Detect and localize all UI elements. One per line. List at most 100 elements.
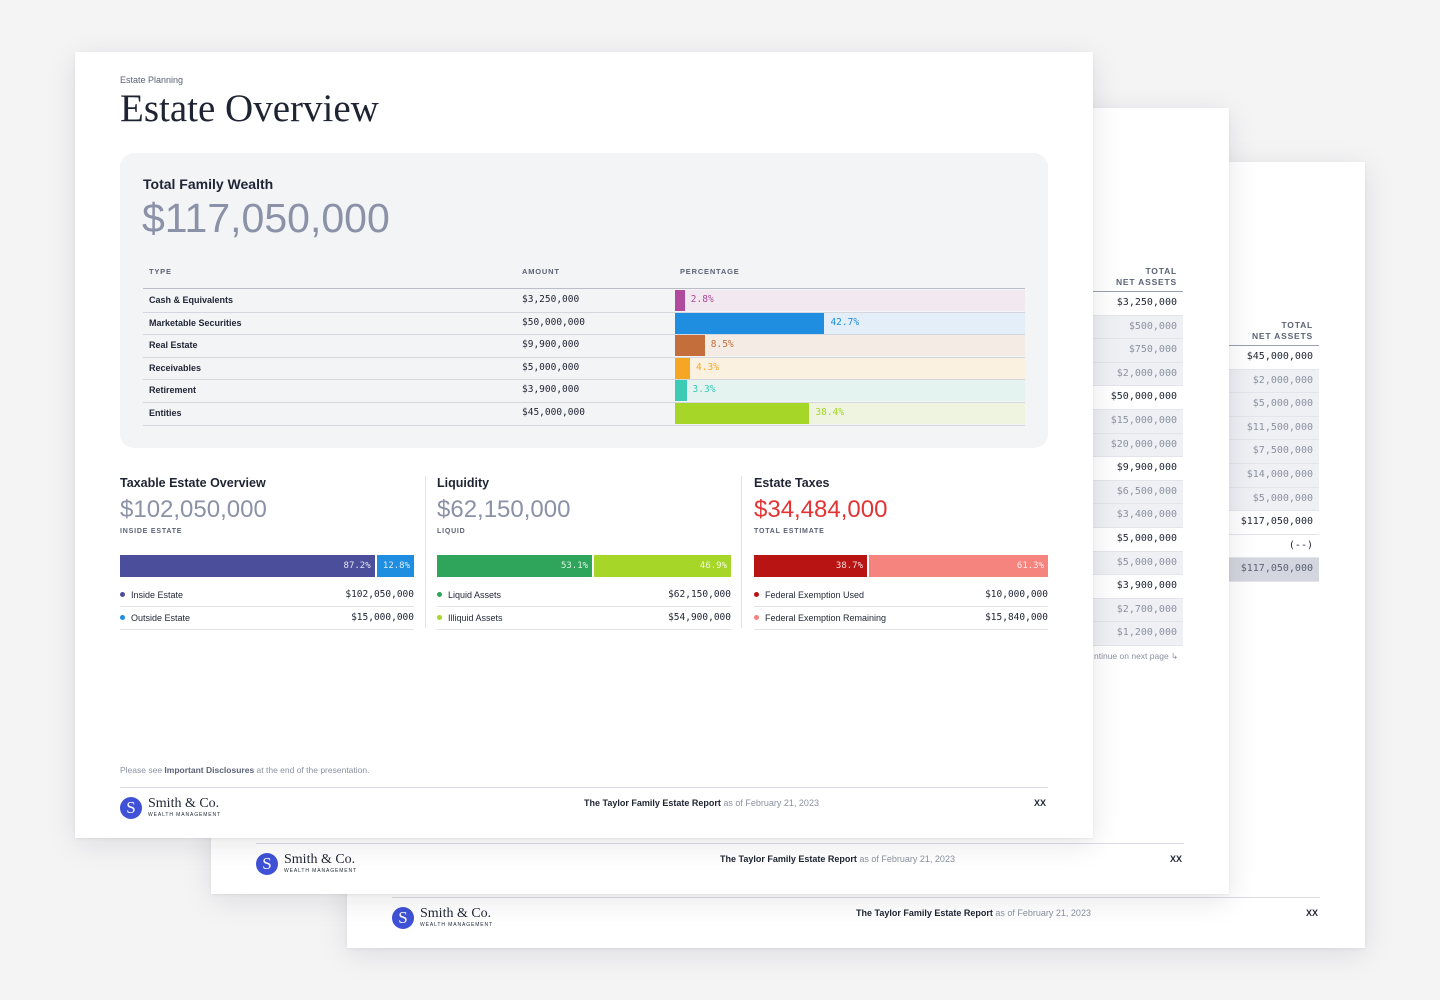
net-assets-cell: $750,000 bbox=[1093, 339, 1183, 363]
stacked-bar: 87.2% 12.8% bbox=[120, 555, 414, 577]
total-wealth-label: Total Family Wealth bbox=[143, 176, 274, 192]
section-heading: Estate Taxes bbox=[754, 476, 830, 490]
column-header: TOTAL NET ASSETS bbox=[1093, 266, 1183, 292]
net-assets-cell: $5,000,000 bbox=[1093, 551, 1183, 576]
company-logo: S Smith & Co. WEALTH MANAGEMENT bbox=[256, 853, 357, 875]
logo-name: Smith & Co. bbox=[420, 906, 492, 921]
percentage-bar bbox=[675, 357, 691, 379]
legend-amount: $10,000,000 bbox=[985, 589, 1048, 600]
legend-item: Liquid Assets $62,150,000 bbox=[437, 584, 731, 607]
legend-item: Inside Estate $102,050,000 bbox=[120, 584, 414, 607]
legend-dot bbox=[754, 592, 759, 597]
column-header: TOTAL NET ASSETS bbox=[1229, 320, 1319, 346]
footer-report-title: The Taylor Family Estate Report as of Fe… bbox=[720, 854, 955, 864]
bar-segment: 53.1% bbox=[437, 555, 593, 577]
logo-name: Smith & Co. bbox=[148, 796, 220, 811]
segment-label: 87.2% bbox=[343, 561, 371, 571]
section-divider bbox=[425, 476, 426, 628]
disclosure-note: Please see Important Disclosures at the … bbox=[120, 765, 370, 775]
footer-page-number: XX bbox=[1306, 908, 1319, 918]
legend-dot bbox=[437, 614, 442, 620]
percentage-label: 8.5% bbox=[710, 339, 734, 351]
net-assets-cell: $5,000,000 bbox=[1229, 487, 1319, 512]
asset-type: Entities bbox=[149, 408, 182, 418]
percentage-label: 3.3% bbox=[692, 384, 716, 396]
section-divider bbox=[741, 476, 742, 628]
stacked-bar: 53.1% 46.9% bbox=[437, 555, 731, 577]
legend-item: Outside Estate $15,000,000 bbox=[120, 607, 414, 630]
percentage-track bbox=[675, 335, 1025, 357]
asset-type: Retirement bbox=[149, 385, 197, 396]
asset-type: Cash & Equivalents bbox=[149, 295, 234, 305]
legend-item: Illiquid Assets $54,900,000 bbox=[437, 607, 731, 630]
asset-type: Real Estate bbox=[149, 340, 198, 351]
legend-amount: $62,150,000 bbox=[668, 589, 731, 600]
percentage-label: 38.4% bbox=[815, 407, 844, 418]
net-assets-cell: $20,000,000 bbox=[1093, 433, 1183, 458]
bar-segment: 61.3% bbox=[867, 555, 1048, 577]
percentage-track bbox=[675, 380, 1025, 402]
percentage-label: 42.7% bbox=[830, 316, 860, 328]
legend-item: Federal Exemption Remaining $15,840,000 bbox=[754, 607, 1048, 630]
net-assets-cell: $9,900,000 bbox=[1093, 457, 1183, 481]
footer-report-title: The Taylor Family Estate Report as of Fe… bbox=[856, 908, 1091, 918]
table-row: Cash & Equivalents $3,250,000 2.8% bbox=[143, 289, 1025, 313]
percentage-label: 2.8% bbox=[690, 294, 714, 305]
net-assets-cell: $15,000,000 bbox=[1093, 409, 1183, 434]
segment-label: 61.3% bbox=[1016, 561, 1044, 571]
legend-item: Federal Exemption Used $10,000,000 bbox=[754, 584, 1048, 607]
legend-dot bbox=[120, 592, 125, 597]
table-row: Receivables $5,000,000 4.3% bbox=[143, 357, 1025, 381]
total-wealth-value: $117,050,000 bbox=[142, 195, 390, 241]
legend-name: Federal Exemption Remaining bbox=[765, 612, 887, 623]
net-assets-cell: $1,200,000 bbox=[1093, 622, 1183, 646]
section-subtitle: LIQUID bbox=[437, 528, 466, 535]
logo-subtitle: WEALTH MANAGEMENT bbox=[284, 868, 357, 874]
legend-dot bbox=[754, 614, 759, 620]
footer-report-title: The Taylor Family Estate Report as of Fe… bbox=[584, 798, 819, 808]
net-assets-cell: $3,250,000 bbox=[1093, 292, 1183, 316]
asset-amount: $5,000,000 bbox=[522, 361, 580, 373]
section-subtitle: TOTAL ESTIMATE bbox=[754, 528, 825, 535]
footer-divider bbox=[120, 787, 1048, 788]
percentage-bar bbox=[675, 312, 825, 334]
footer-page-number: XX bbox=[1170, 854, 1183, 864]
net-assets-cell: $2,000,000 bbox=[1093, 362, 1183, 387]
net-assets-cell: $50,000,000 bbox=[1093, 386, 1183, 410]
footer-divider bbox=[256, 843, 1184, 844]
legend-name: Inside Estate bbox=[131, 590, 184, 600]
asset-amount: $9,900,000 bbox=[522, 339, 580, 351]
net-assets-cell: $5,000,000 bbox=[1093, 527, 1183, 552]
section-value: $62,150,000 bbox=[437, 496, 571, 523]
continue-note: ntinue on next page ↳ bbox=[1094, 651, 1179, 661]
percentage-bar bbox=[675, 290, 685, 311]
footer-divider bbox=[392, 897, 1320, 898]
asset-amount: $3,250,000 bbox=[522, 294, 580, 305]
segment-label: 46.9% bbox=[699, 561, 727, 571]
legend-dot bbox=[120, 614, 125, 620]
page-eyebrow: Estate Planning bbox=[120, 75, 184, 85]
legend-amount: $54,900,000 bbox=[668, 611, 731, 623]
table-row: Entities $45,000,000 38.4% bbox=[143, 402, 1025, 426]
asset-amount: $50,000,000 bbox=[522, 316, 585, 328]
legend-name: Outside Estate bbox=[131, 612, 191, 623]
logo-badge: S bbox=[392, 907, 414, 929]
disclosures-link[interactable]: Important Disclosures bbox=[164, 765, 255, 775]
stacked-bar: 38.7% 61.3% bbox=[754, 555, 1048, 577]
net-assets-cell: (--) bbox=[1229, 534, 1319, 559]
percentage-label: 4.3% bbox=[696, 361, 719, 373]
footer-page-number: XX bbox=[1034, 798, 1047, 808]
percentage-track bbox=[675, 290, 1025, 311]
bar-segment: 87.2% bbox=[120, 555, 375, 577]
net-assets-cell: $117,050,000 bbox=[1229, 558, 1319, 582]
logo-badge: S bbox=[256, 853, 278, 875]
net-assets-cell: $7,500,000 bbox=[1229, 440, 1319, 464]
bar-segment: 38.7% bbox=[754, 555, 867, 577]
company-logo: S Smith & Co. WEALTH MANAGEMENT bbox=[392, 907, 493, 929]
column-header-type: TYPE bbox=[149, 267, 172, 276]
total-family-wealth-card: Total Family Wealth $117,050,000 TYPE AM… bbox=[120, 153, 1048, 448]
estate-overview-page: Estate Planning Estate Overview Total Fa… bbox=[75, 52, 1093, 838]
section-heading: Taxable Estate Overview bbox=[120, 476, 266, 490]
net-assets-column: TOTAL NET ASSETS $45,000,000 $2,000,000 $5… bbox=[1229, 320, 1319, 582]
logo-name: Smith & Co. bbox=[284, 852, 356, 867]
